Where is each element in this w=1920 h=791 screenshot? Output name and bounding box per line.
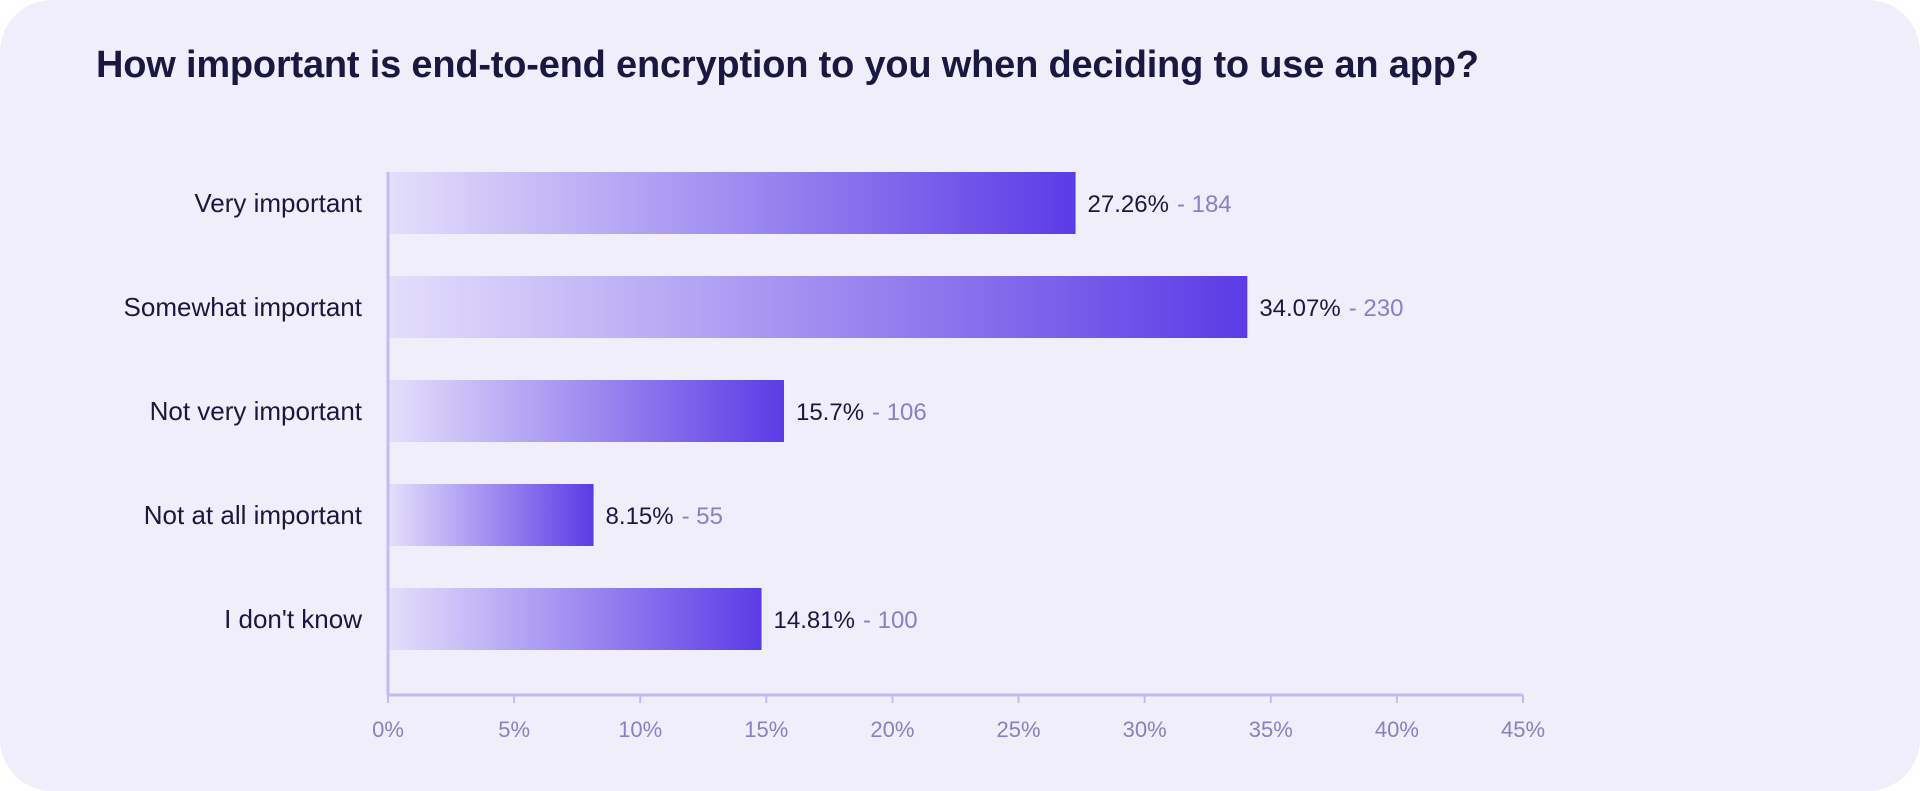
x-tick-label: 20%	[870, 717, 914, 742]
count-label: - 184	[1177, 191, 1232, 218]
category-label: Not very important	[150, 396, 363, 426]
category-label: Somewhat important	[124, 292, 363, 322]
bar	[389, 172, 1076, 234]
x-tick-label: 15%	[744, 717, 788, 742]
data-label: 27.26% - 184	[1088, 191, 1232, 218]
x-tick-label: 30%	[1123, 717, 1167, 742]
x-tick-label: 0%	[372, 717, 404, 742]
percent-label: 34.07%	[1259, 295, 1340, 322]
data-label: 15.7% - 106	[796, 399, 927, 426]
count-label: - 106	[872, 399, 927, 426]
percent-label: 14.81%	[774, 607, 855, 634]
percent-label: 8.15%	[606, 503, 674, 530]
percent-label: 27.26%	[1088, 191, 1169, 218]
data-label: 34.07% - 230	[1259, 295, 1403, 322]
category-label: Not at all important	[144, 500, 363, 530]
x-tick-label: 45%	[1501, 717, 1545, 742]
bar	[389, 588, 762, 650]
x-tick-label: 35%	[1249, 717, 1293, 742]
x-tick-label: 5%	[498, 717, 530, 742]
count-label: - 55	[682, 503, 723, 530]
category-label: I don't know	[224, 604, 362, 634]
x-tick-label: 25%	[997, 717, 1041, 742]
data-label: 14.81% - 100	[774, 607, 918, 634]
data-label: 8.15% - 55	[606, 503, 723, 530]
category-label: Very important	[194, 188, 362, 218]
percent-label: 15.7%	[796, 399, 864, 426]
x-tick-label: 10%	[618, 717, 662, 742]
count-label: - 230	[1349, 295, 1404, 322]
bar	[389, 484, 594, 546]
count-label: - 100	[863, 607, 918, 634]
x-tick-label: 40%	[1375, 717, 1419, 742]
bar	[389, 276, 1248, 338]
chart-title: How important is end-to-end encryption t…	[96, 44, 1479, 86]
bar	[389, 380, 784, 442]
